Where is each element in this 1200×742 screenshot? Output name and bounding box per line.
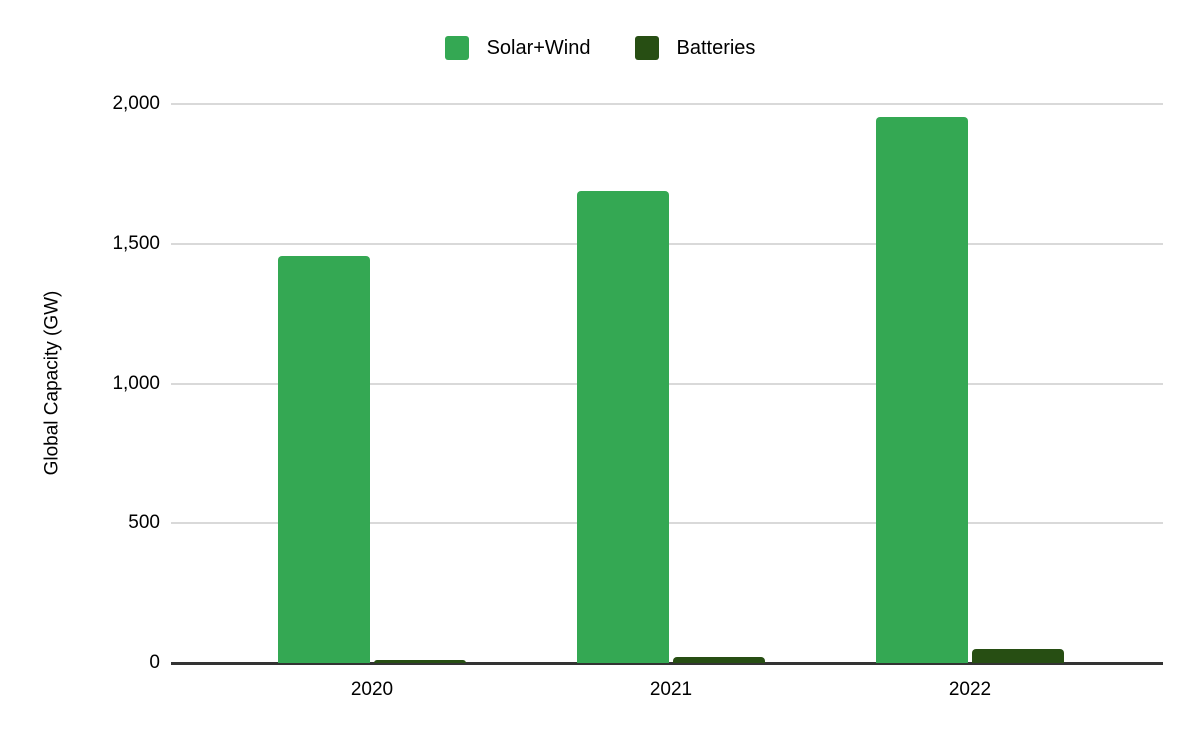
y-tick-label-1000: 1,000 bbox=[112, 372, 160, 394]
x-tick-label-2021: 2021 bbox=[649, 679, 693, 700]
legend-item-batteries[interactable]: Batteries bbox=[634, 36, 756, 60]
legend-item-solar-wind[interactable]: Solar+Wind bbox=[444, 36, 591, 60]
y-tick-label-1500: 1,500 bbox=[112, 232, 160, 254]
y-tick-label-0: 0 bbox=[149, 652, 160, 673]
legend-label-batteries: Batteries bbox=[676, 36, 756, 59]
y-tick-label-500: 500 bbox=[128, 512, 160, 534]
bar-solar-wind-2022 bbox=[876, 117, 968, 663]
legend-swatch-batteries-icon bbox=[634, 36, 659, 60]
chart-legend: Solar+Wind Batteries bbox=[0, 36, 1200, 60]
legend-label-solar-wind: Solar+Wind bbox=[486, 36, 591, 59]
x-tick-label-2020: 2020 bbox=[350, 679, 394, 700]
gridline-2000 bbox=[171, 103, 1163, 105]
legend-swatch-solar-wind-icon bbox=[444, 36, 469, 60]
bar-batteries-2020 bbox=[374, 660, 466, 663]
plot-area bbox=[171, 103, 1163, 665]
bar-solar-wind-2021 bbox=[577, 191, 669, 663]
bar-batteries-2022 bbox=[972, 649, 1064, 663]
x-tick-label-2022: 2022 bbox=[948, 679, 992, 700]
bar-solar-wind-2020 bbox=[278, 256, 370, 663]
bar-batteries-2021 bbox=[673, 657, 765, 663]
x-axis-line bbox=[171, 662, 1163, 665]
y-tick-label-2000: 2,000 bbox=[112, 93, 160, 114]
